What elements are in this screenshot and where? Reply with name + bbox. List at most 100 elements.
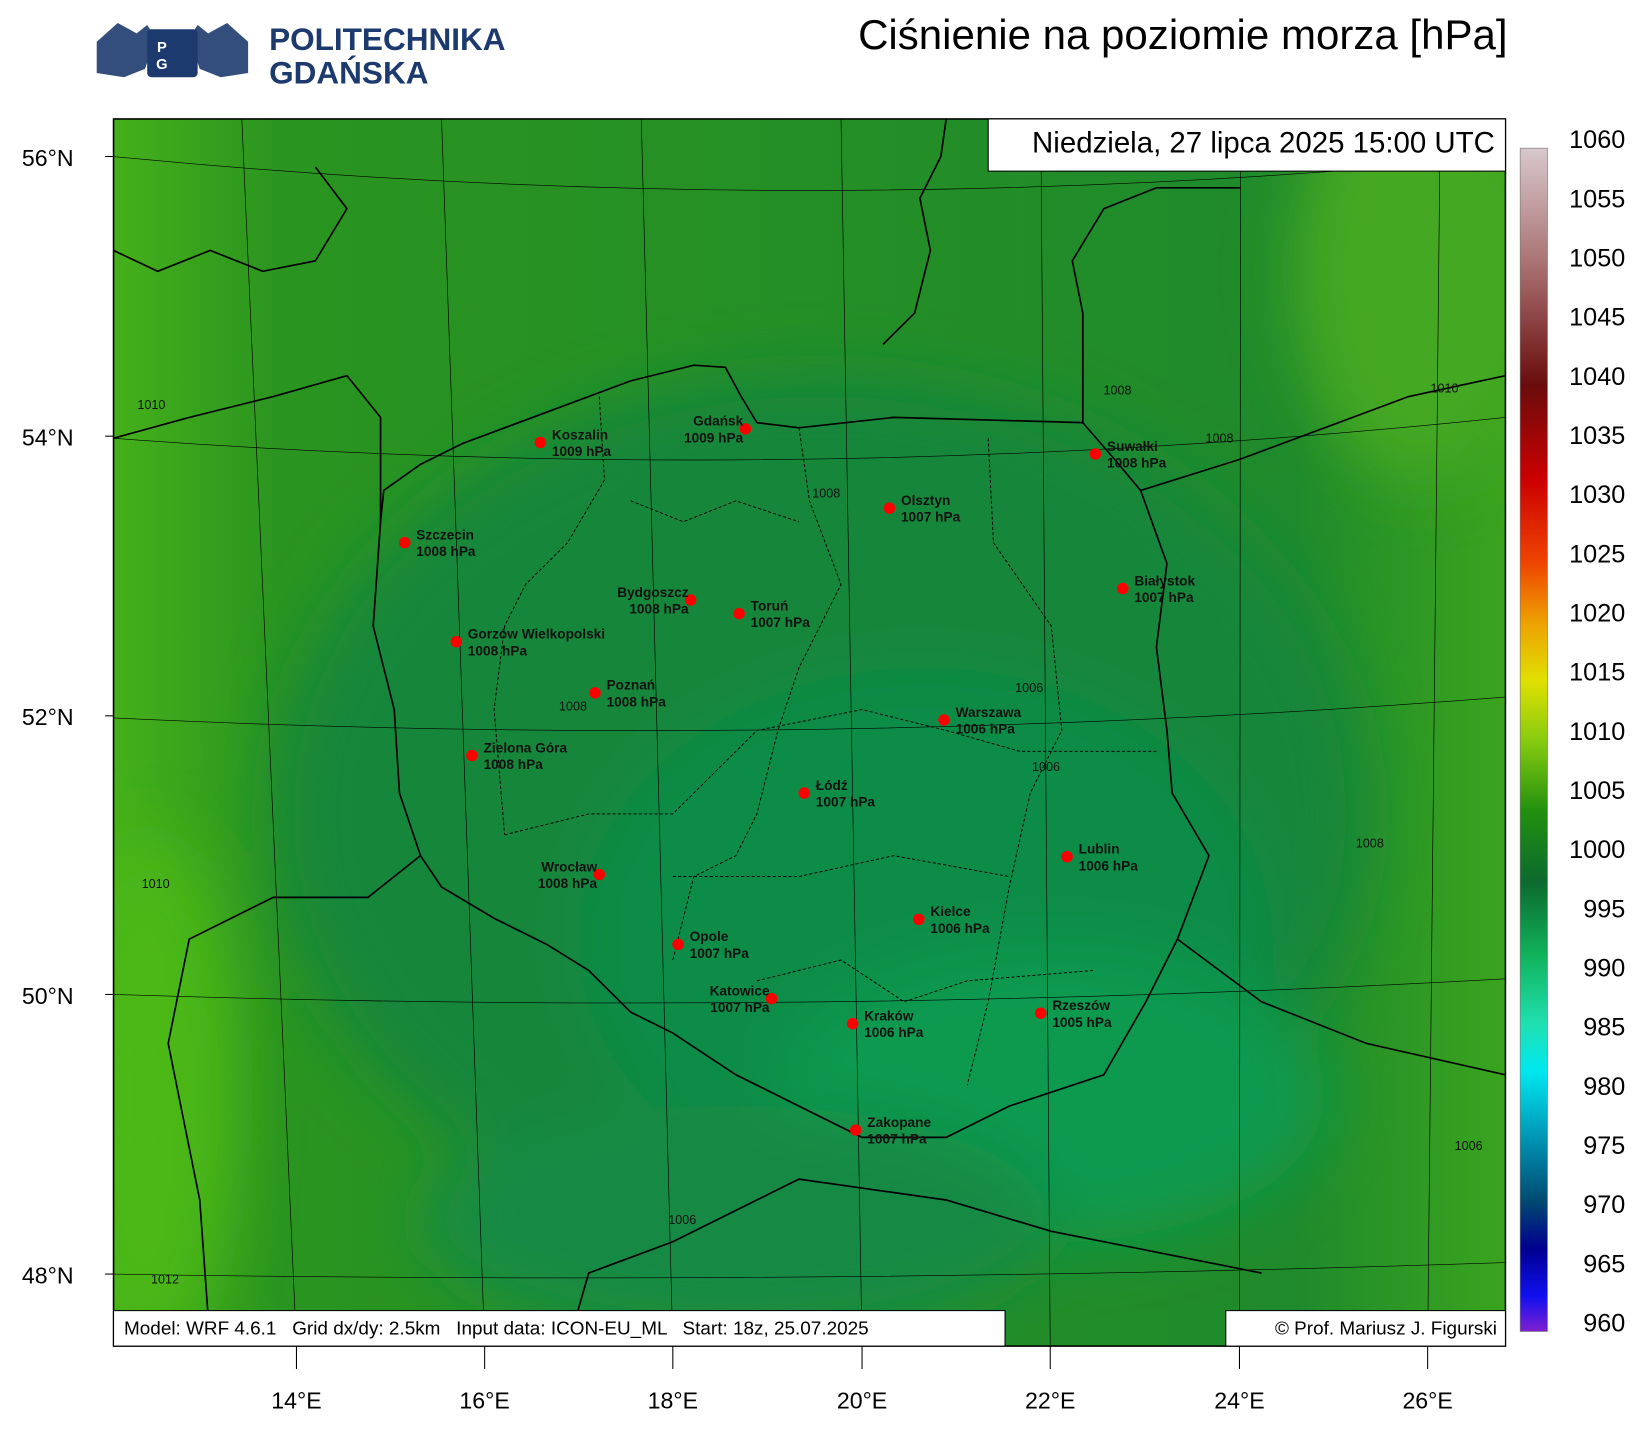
- city-marker: [1061, 850, 1073, 863]
- city-name: Suwałki: [1107, 439, 1158, 454]
- city-value: 1005 hPa: [1052, 1015, 1112, 1030]
- lon-label: 26°E: [1402, 1388, 1452, 1414]
- city-value: 1008 hPa: [484, 757, 544, 772]
- contour-label: 1008: [559, 700, 587, 714]
- shield-letter: G: [156, 57, 167, 73]
- city-name: Gdańsk: [693, 414, 744, 429]
- city-value: 1007 hPa: [1134, 590, 1194, 605]
- contour-label: 1010: [137, 398, 165, 412]
- title: Ciśnienie na poziomie morza [hPa]: [858, 11, 1507, 58]
- colorbar-label: 1060: [1569, 126, 1625, 154]
- city-value: 1008 hPa: [468, 643, 528, 658]
- lat-label: 50°N: [22, 983, 74, 1009]
- colorbar-label: 1025: [1569, 540, 1625, 568]
- city-marker: [739, 423, 752, 435]
- shield-letter: P: [157, 40, 167, 56]
- colorbar-label: 1050: [1569, 245, 1625, 273]
- city-value: 1007 hPa: [690, 946, 750, 961]
- colorbar-label: 1040: [1569, 363, 1625, 391]
- logo: P G: [96, 22, 249, 78]
- city-name: Kielce: [930, 904, 971, 919]
- city-marker: [684, 594, 697, 606]
- colorbar-label: 960: [1583, 1310, 1625, 1338]
- city-value: 1008 hPa: [607, 694, 667, 709]
- city-name: Toruń: [751, 598, 789, 613]
- city-marker: [1116, 582, 1129, 595]
- city-name: Warszawa: [956, 705, 1022, 720]
- contour-label: 1006: [1455, 1139, 1483, 1153]
- logo-text: GDAŃSKA: [269, 56, 428, 91]
- colorbar-label: 970: [1583, 1191, 1625, 1219]
- city-value: 1006 hPa: [956, 722, 1016, 737]
- city-name: Łódź: [816, 778, 848, 793]
- city-name: Olsztyn: [901, 493, 950, 508]
- city-name: Kraków: [864, 1009, 914, 1024]
- lon-label: 18°E: [648, 1388, 698, 1414]
- city-marker: [765, 992, 778, 1005]
- colorbar-label: 1010: [1569, 718, 1625, 746]
- city-value: 1008 hPa: [1107, 456, 1167, 471]
- city-marker: [849, 1124, 862, 1136]
- city-name: Szczecin: [416, 528, 474, 543]
- contour-label: 1006: [668, 1213, 696, 1227]
- city-marker: [883, 502, 896, 514]
- city-marker: [846, 1017, 859, 1030]
- colorbar-label: 1045: [1569, 304, 1625, 332]
- city-value: 1007 hPa: [901, 510, 961, 525]
- logo-text: POLITECHNIKA: [269, 22, 505, 57]
- city-marker: [589, 687, 601, 699]
- city-name: Katowice: [710, 984, 770, 999]
- footer-box: [113, 1310, 1006, 1347]
- city-value: 1009 hPa: [684, 430, 744, 445]
- colorbar: [1519, 147, 1548, 1332]
- city-name: Poznań: [607, 678, 656, 693]
- lon-label: 24°E: [1214, 1388, 1264, 1414]
- colorbar-label: 975: [1583, 1132, 1625, 1160]
- date: Niedziela, 27 lipca 2025 15:00 UTC: [1032, 126, 1495, 159]
- city-value: 1006 hPa: [864, 1025, 924, 1040]
- colorbar-label: 1005: [1569, 777, 1625, 805]
- colorbar-label: 980: [1583, 1073, 1625, 1101]
- colorbar-label: 1055: [1569, 185, 1625, 213]
- contour-label: 1008: [1104, 383, 1132, 397]
- lon-label: 20°E: [837, 1388, 887, 1414]
- city-name: Białystok: [1134, 573, 1195, 588]
- colorbar-label: 1020: [1569, 600, 1625, 628]
- city-name: Koszalin: [552, 427, 608, 442]
- colorbar-label: 990: [1583, 955, 1625, 983]
- colorbar-label: 1015: [1569, 659, 1625, 687]
- city-name: Gorzów Wielkopolski: [468, 627, 605, 642]
- city-marker: [733, 607, 745, 620]
- copyright-box: [1225, 1310, 1506, 1347]
- city-marker: [534, 436, 547, 449]
- city-value: 1008 hPa: [629, 602, 689, 617]
- contour-label: 1008: [812, 487, 840, 501]
- contour-label: 1006: [1032, 760, 1060, 774]
- copyright: © Prof. Mariusz J. Figurski: [1275, 1318, 1497, 1339]
- city-marker: [1034, 1007, 1047, 1019]
- city-marker: [798, 787, 811, 799]
- lon-label: 22°E: [1025, 1388, 1075, 1414]
- city-marker: [672, 938, 684, 951]
- city-marker: [1089, 448, 1102, 460]
- city-name: Rzeszów: [1052, 998, 1110, 1013]
- contour-label: 1010: [142, 877, 170, 891]
- city-marker: [450, 636, 463, 648]
- city-value: 1008 hPa: [416, 544, 476, 559]
- colorbar-label: 995: [1583, 895, 1625, 923]
- city-marker: [398, 536, 411, 549]
- lat-label: 54°N: [22, 425, 74, 451]
- contour-label: 1012: [151, 1273, 179, 1287]
- city-name: Zielona Góra: [484, 740, 568, 755]
- lon-label: 14°E: [271, 1388, 321, 1414]
- city-value: 1008 hPa: [538, 876, 598, 891]
- colorbar-label: 1030: [1569, 481, 1625, 509]
- lat-label: 56°N: [22, 145, 74, 171]
- city-name: Bydgoszcz: [617, 585, 689, 600]
- colorbar-label: 985: [1583, 1014, 1625, 1042]
- city-marker: [938, 714, 950, 726]
- lat-label: 52°N: [22, 704, 74, 730]
